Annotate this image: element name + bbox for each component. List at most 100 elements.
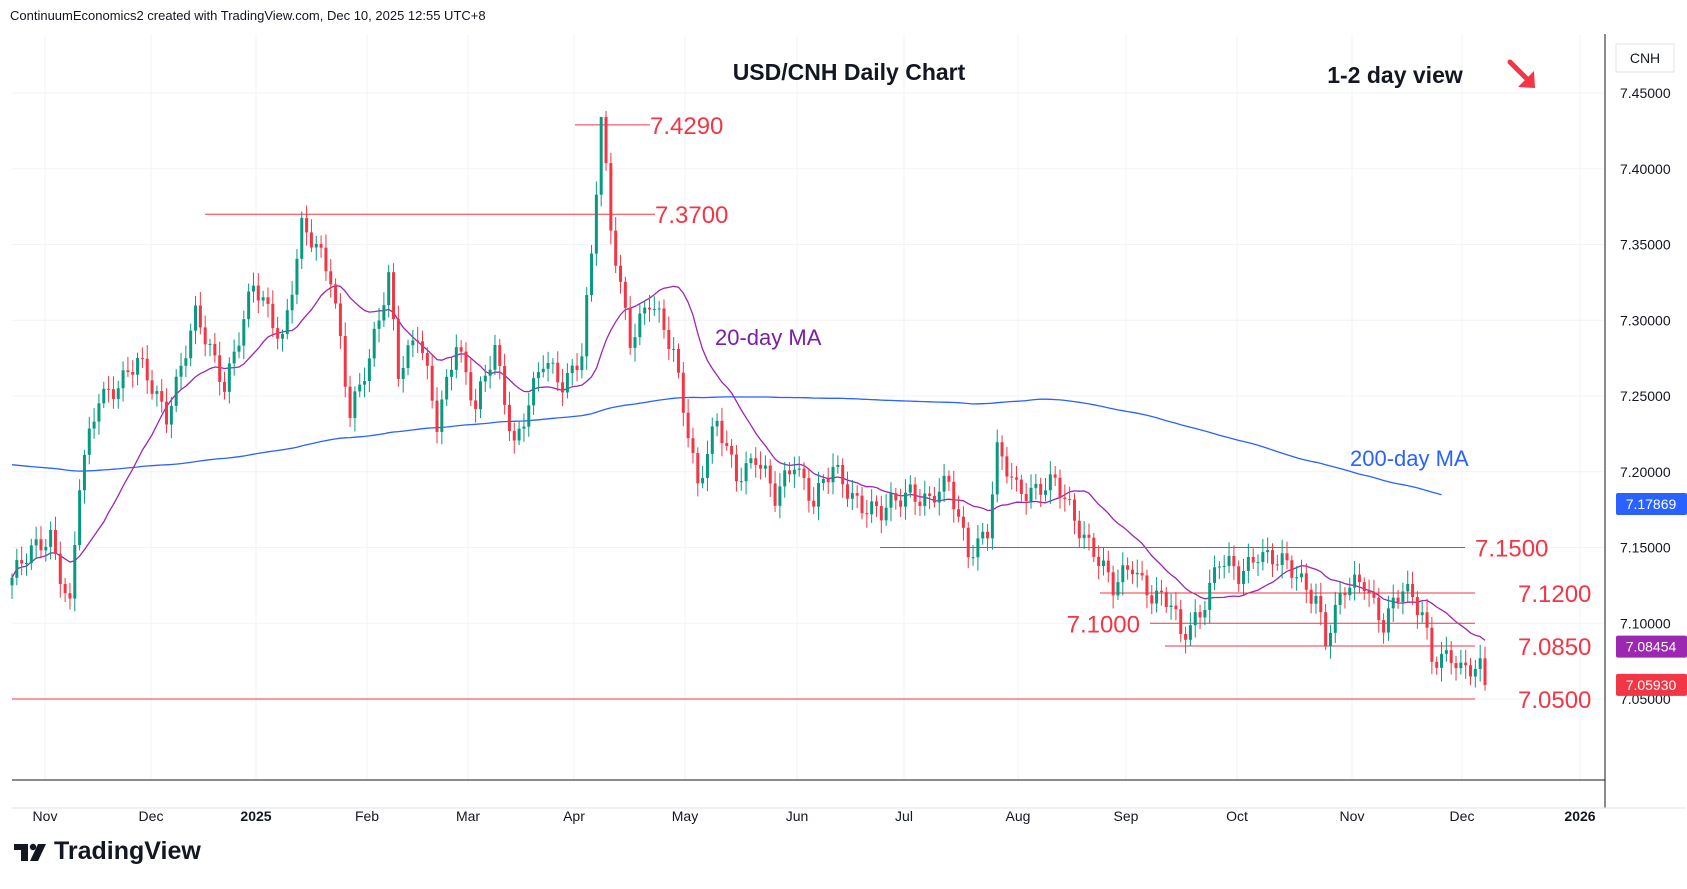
candle	[1464, 649, 1468, 679]
candle-body	[227, 363, 231, 392]
candle-body	[478, 381, 482, 410]
candle	[459, 340, 463, 363]
candle-body	[174, 376, 178, 406]
candle	[870, 489, 874, 523]
candle	[39, 526, 43, 559]
candle	[1135, 559, 1139, 588]
candle	[1208, 569, 1212, 624]
candle	[58, 541, 62, 598]
candle-body	[1111, 572, 1115, 596]
level-label: 7.4290	[650, 113, 723, 140]
ma-200-label: 200-day MA	[1350, 446, 1469, 471]
candle-body	[1478, 658, 1482, 669]
candle	[710, 417, 714, 464]
candle-body	[24, 563, 28, 565]
candle-body	[1473, 668, 1477, 677]
candle-body	[1048, 474, 1052, 491]
candle-body	[1159, 590, 1163, 593]
candle	[358, 372, 362, 398]
candle-body	[874, 501, 878, 507]
candle	[884, 494, 888, 526]
candle-body	[503, 365, 507, 405]
candle	[1101, 547, 1105, 576]
candle	[87, 416, 91, 465]
candle	[556, 351, 560, 392]
candle-body	[686, 412, 690, 439]
ma-200-line	[11, 396, 1442, 496]
candle	[372, 321, 376, 367]
y-tick-label: 7.25000	[1620, 388, 1671, 404]
price-tag-label: 7.05930	[1626, 677, 1677, 693]
candle-body	[846, 484, 850, 499]
candle	[990, 481, 994, 550]
candle-body	[928, 493, 932, 497]
candle	[227, 357, 231, 404]
candle-body	[1005, 456, 1009, 477]
candle-body	[39, 539, 43, 551]
tradingview-logo[interactable]: TradingView	[12, 837, 201, 866]
candle-body	[715, 420, 719, 427]
candle	[957, 495, 961, 523]
x-tick-label: Sep	[1114, 808, 1139, 824]
candle	[363, 367, 367, 398]
candle	[208, 338, 212, 357]
candle	[580, 343, 584, 379]
candle	[1343, 587, 1347, 609]
candle	[1314, 583, 1318, 614]
candle-body	[870, 501, 874, 515]
candle-body	[710, 426, 714, 454]
candle	[1473, 659, 1477, 688]
candle	[1290, 555, 1294, 589]
candle-body	[179, 365, 183, 377]
candle-body	[266, 297, 270, 304]
candle	[628, 296, 632, 355]
x-tick-label: Jul	[895, 808, 913, 824]
candle	[604, 110, 608, 171]
candle-body	[672, 348, 676, 350]
candle-body	[20, 560, 24, 564]
candle	[841, 458, 845, 498]
candle	[435, 387, 439, 444]
candle-body	[952, 481, 956, 510]
candle	[329, 259, 333, 298]
candle	[1357, 563, 1361, 593]
candle	[599, 116, 603, 207]
candle	[1053, 466, 1057, 486]
candle	[1111, 565, 1115, 609]
candle-body	[1174, 605, 1178, 610]
candle	[817, 471, 821, 521]
candle-body	[899, 500, 903, 507]
candle-body	[324, 247, 328, 272]
candle	[92, 408, 96, 439]
price-tag-box	[1616, 673, 1687, 696]
candle-body	[276, 328, 280, 339]
candle-body	[1285, 553, 1289, 561]
candle-body	[160, 391, 164, 402]
candle	[1440, 642, 1444, 682]
candle	[1459, 649, 1463, 675]
candle	[759, 451, 763, 480]
candle	[107, 376, 111, 403]
candle	[754, 447, 758, 478]
level-label: 7.3700	[655, 202, 728, 229]
candle-body	[812, 500, 816, 507]
candle	[932, 486, 936, 508]
candle	[338, 293, 342, 349]
candle-body	[1411, 584, 1415, 598]
candle	[879, 495, 883, 534]
candle-body	[754, 458, 758, 465]
candle-body	[285, 310, 289, 334]
candle-body	[1333, 604, 1337, 633]
candle	[411, 329, 415, 358]
candle	[271, 290, 275, 338]
candle	[1092, 533, 1096, 563]
axes: 7.45000 7.40000 7.35000 7.30000 7.25000 7.200…	[12, 34, 1687, 824]
candle-body	[1469, 665, 1473, 677]
y-tick-label: 7.10000	[1620, 615, 1671, 631]
candle	[961, 506, 965, 541]
candle-body	[522, 426, 526, 429]
candle	[561, 368, 565, 406]
candle-body	[464, 351, 468, 373]
candle-body	[102, 388, 106, 404]
